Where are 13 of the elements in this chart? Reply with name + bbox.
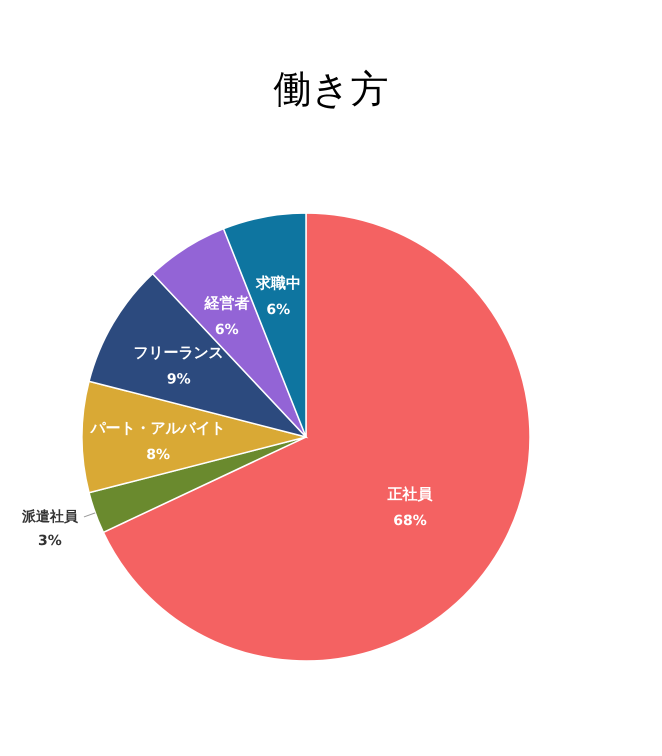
slice-label: 派遣社員	[20, 508, 79, 525]
data-label: 8%	[146, 447, 170, 463]
data-label: 6%	[266, 302, 290, 318]
chart-title: 働き方	[274, 69, 388, 111]
data-label: 68%	[393, 513, 427, 530]
slice-label: フリーランス	[134, 344, 224, 362]
data-label: 3%	[38, 532, 62, 549]
slice-label: 求職中	[254, 274, 301, 292]
slice-label: 正社員	[386, 485, 434, 504]
data-label: 9%	[166, 372, 191, 388]
slice-label: パート・アルバイト	[90, 419, 226, 437]
slice-label: 経営者	[203, 294, 250, 312]
data-label: 6%	[214, 322, 239, 338]
